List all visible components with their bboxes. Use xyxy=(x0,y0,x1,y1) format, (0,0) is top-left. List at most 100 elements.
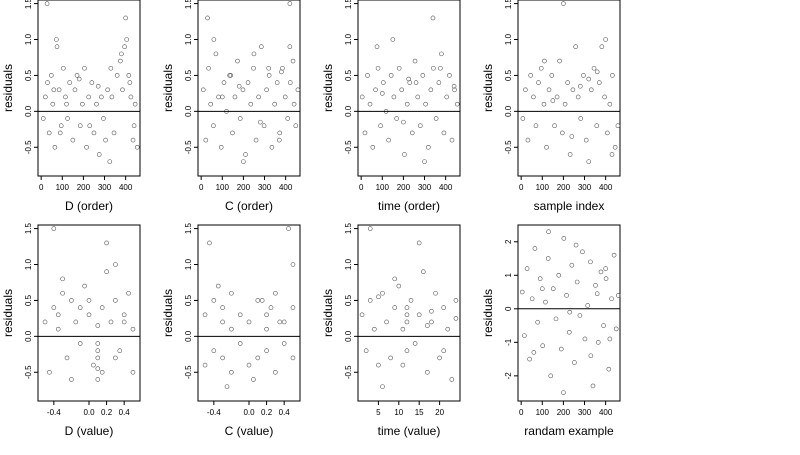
y-tick-label: 0.5 xyxy=(184,69,193,81)
y-tick-label: 0.0 xyxy=(24,330,33,342)
x-tick-label: 400 xyxy=(439,183,453,192)
data-point xyxy=(281,319,287,325)
x-axis-label: randam example xyxy=(524,424,614,438)
data-point xyxy=(392,276,398,282)
x-tick-label: 0 xyxy=(199,183,204,192)
data-point xyxy=(77,341,83,346)
data-point xyxy=(266,73,272,78)
x-tick-label: 100 xyxy=(376,183,390,192)
data-point xyxy=(124,37,129,42)
data-point xyxy=(558,346,564,352)
y-tick-label: 1 xyxy=(504,273,513,278)
data-point xyxy=(95,377,101,382)
data-point xyxy=(613,326,619,332)
data-point xyxy=(219,94,225,100)
data-point xyxy=(546,87,552,93)
chart-panel: 0 100 200 300 400 -0.5 0.0 0.5 1.0 1.5 sample inde… xyxy=(481,0,621,213)
x-tick-label: 100 xyxy=(216,183,230,192)
data-point xyxy=(425,369,430,375)
y-tick-label: 0.0 xyxy=(184,105,193,117)
data-point xyxy=(430,15,436,21)
data-point xyxy=(564,293,569,298)
data-point xyxy=(224,384,230,389)
data-point xyxy=(531,94,536,100)
data-point xyxy=(441,130,447,136)
data-point xyxy=(420,269,426,274)
data-point xyxy=(573,242,579,248)
data-point xyxy=(359,94,365,100)
data-point xyxy=(444,94,450,100)
data-point xyxy=(118,58,123,64)
data-point xyxy=(277,130,283,136)
data-point xyxy=(522,333,527,338)
data-point xyxy=(126,73,132,78)
data-point xyxy=(436,80,442,85)
data-point xyxy=(208,101,213,107)
data-point xyxy=(257,119,263,125)
chart-panel: -0.4 0.0 0.2 0.4 -0.5 0.0 0.5 1.0 1.5 D (value) re… xyxy=(1,222,141,438)
data-point xyxy=(55,326,61,332)
x-tick-label: 0.0 xyxy=(83,408,95,417)
data-point xyxy=(246,319,252,325)
data-point xyxy=(590,383,596,389)
data-point xyxy=(588,87,594,93)
data-point xyxy=(251,65,256,71)
y-tick-label: -1 xyxy=(504,338,513,346)
data-point xyxy=(453,316,459,321)
y-tick-label: -0.5 xyxy=(184,365,193,379)
data-point xyxy=(577,83,583,89)
data-point xyxy=(408,298,414,303)
data-point xyxy=(416,240,422,246)
data-point xyxy=(575,94,581,100)
data-point xyxy=(523,87,528,93)
data-point xyxy=(556,272,562,278)
y-axis-label: residuals xyxy=(481,64,495,112)
data-point xyxy=(532,246,538,251)
data-point xyxy=(130,137,136,143)
data-point xyxy=(251,377,256,382)
y-tick-label: 1.5 xyxy=(24,222,33,234)
chart-panel: -0.4 0.0 0.2 0.4 -0.5 0.0 0.5 1.0 1.5 C (value) re… xyxy=(161,222,301,438)
data-point xyxy=(392,305,398,310)
y-tick-label: 0.5 xyxy=(24,294,33,306)
data-point xyxy=(130,369,136,375)
data-point xyxy=(287,1,293,6)
data-point xyxy=(433,116,439,121)
x-axis-label: time (order) xyxy=(378,199,440,213)
data-point xyxy=(367,101,373,107)
y-tick-label: 1.5 xyxy=(184,222,193,234)
data-point xyxy=(376,294,381,300)
data-point xyxy=(70,137,76,143)
data-point xyxy=(373,87,378,93)
data-point xyxy=(527,356,532,362)
data-point xyxy=(220,319,225,325)
data-point xyxy=(89,80,95,85)
data-point xyxy=(80,101,85,107)
data-point xyxy=(537,276,543,281)
data-point xyxy=(200,87,206,93)
data-point xyxy=(273,369,278,375)
data-point xyxy=(286,226,291,231)
x-tick-label: -0.4 xyxy=(207,408,221,417)
data-point xyxy=(582,336,588,342)
data-point xyxy=(535,319,540,325)
data-point xyxy=(207,240,212,246)
y-tick-label: 1.0 xyxy=(184,33,193,45)
plot-frame xyxy=(357,0,461,177)
plot-frame xyxy=(197,224,301,402)
y-tick-label: 0.5 xyxy=(24,69,33,81)
data-point xyxy=(230,130,235,136)
x-tick-label: 300 xyxy=(578,183,592,192)
y-tick-label: 0.5 xyxy=(344,294,353,306)
x-axis-label: D (order) xyxy=(65,199,113,213)
data-point xyxy=(376,362,381,368)
y-tick-label: 1.5 xyxy=(344,0,353,9)
data-point xyxy=(229,369,234,375)
data-point xyxy=(388,355,393,361)
data-point xyxy=(538,65,544,71)
data-point xyxy=(99,94,104,100)
data-point xyxy=(422,159,427,164)
data-point xyxy=(243,152,248,157)
data-point xyxy=(528,73,533,78)
